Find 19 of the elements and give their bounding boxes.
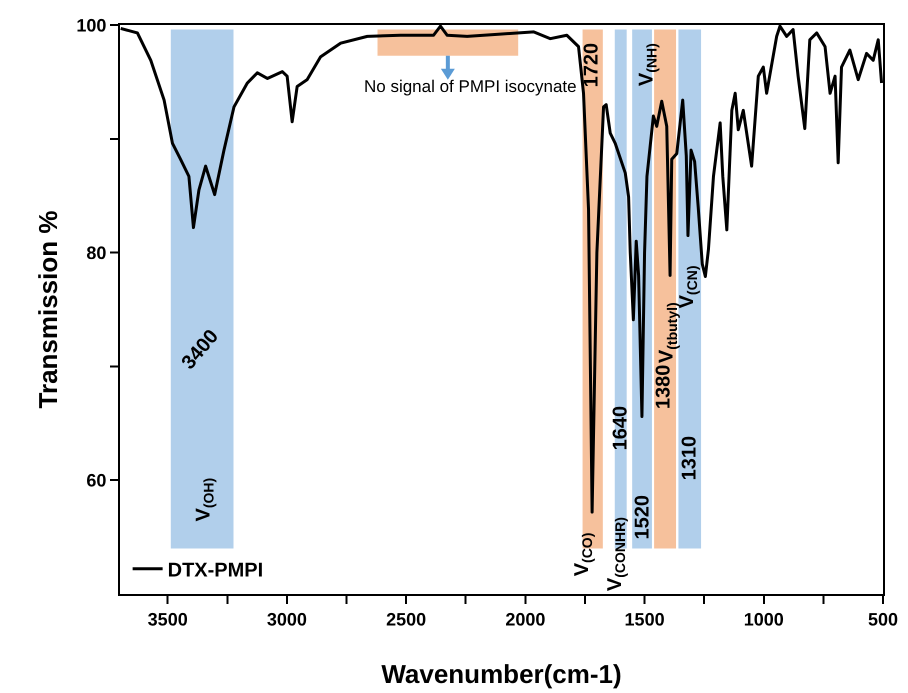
legend-label: DTX-PMPI [168,560,264,582]
x-tick-label: 1500 [624,610,665,630]
annotation: 1310 [678,436,701,480]
y-tick-label: 80 [86,242,106,263]
x-tick-label: 2000 [505,610,546,630]
annotation: 1380 [652,364,674,410]
y-axis-title: Transmission % [33,210,63,408]
annotation: No signal of PMPI isocynate [364,77,577,96]
annotation: 1520 [631,495,654,540]
x-tick-label: 500 [868,610,898,630]
y-tick-label: 100 [76,15,106,36]
x-tick-label: 3500 [148,610,188,630]
x-tick-label: 1000 [744,610,784,630]
y-tick-label: 60 [86,470,106,490]
x-axis-title: Wavenumber(cm-1) [381,659,622,689]
x-tick-label: 2500 [386,610,426,630]
x-tick-label: 3000 [266,610,307,630]
annotation: 1720 [580,42,603,88]
annotation: 1640 [610,406,632,450]
